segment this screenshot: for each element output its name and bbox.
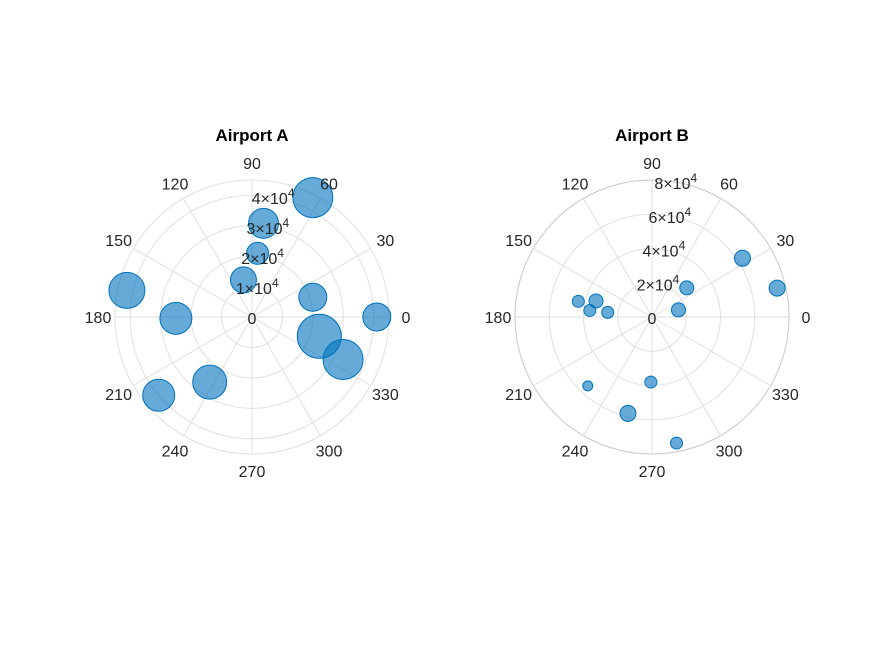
data-bubble — [583, 303, 597, 317]
theta-grid-spoke — [583, 316, 653, 436]
theta-tick-label: 60 — [720, 177, 738, 194]
bubbles-airport-b — [571, 249, 786, 450]
data-bubble — [644, 375, 658, 389]
theta-grid-spoke — [133, 248, 253, 318]
theta-tick-label: 210 — [105, 387, 132, 404]
data-bubble — [588, 293, 604, 309]
theta-grid-spoke — [651, 198, 721, 318]
theta-tick-label: 90 — [243, 156, 261, 173]
theta-tick-label: 240 — [562, 443, 589, 460]
data-bubble — [142, 378, 176, 412]
data-bubble — [571, 294, 585, 308]
theta-grid-spoke — [651, 316, 771, 386]
theta-tick-label: 180 — [485, 310, 512, 327]
data-bubble — [159, 301, 193, 335]
data-bubble — [670, 302, 686, 318]
theta-grid-spoke — [533, 248, 653, 318]
r-tick-label: 1×104 — [236, 276, 279, 298]
theta-grid-spoke — [251, 248, 371, 318]
r-tick-label: 6×104 — [648, 205, 691, 227]
theta-tick-label: 150 — [105, 233, 132, 250]
theta-tick-label: 30 — [776, 233, 794, 250]
theta-tick-label: 180 — [85, 310, 112, 327]
data-bubble — [292, 177, 334, 219]
theta-grid-spoke — [183, 198, 253, 318]
data-bubble — [229, 266, 257, 294]
theta-tick-label: 270 — [639, 464, 666, 481]
polar-axes-airport-a: Airport A 0 30 60 90 120 150 180 210 240 270 300 33… — [85, 126, 411, 481]
theta-tick-label: 0 — [402, 310, 411, 327]
r-tick-label: 2×104 — [241, 246, 284, 268]
theta-grid-spoke — [651, 248, 771, 318]
axis-labels-airport-a: 0 30 60 90 120 150 180 210 240 270 300 330 0 1×104 2×1… — [85, 156, 411, 481]
data-bubble — [582, 380, 594, 392]
data-bubble — [670, 436, 684, 450]
theta-grid-spoke — [533, 316, 653, 386]
r-tick-label: 3×104 — [246, 216, 289, 238]
data-bubble — [322, 338, 364, 380]
data-bubble — [246, 241, 270, 265]
data-bubble — [108, 271, 146, 309]
polar-axes-airport-b: Airport B 0 30 60 90 120 150 180 210 240 270 300 33… — [485, 126, 811, 481]
theta-tick-label: 210 — [505, 387, 532, 404]
data-bubble — [298, 282, 328, 312]
theta-grid-spoke — [133, 316, 253, 386]
theta-tick-label: 120 — [562, 177, 589, 194]
theta-tick-label: 330 — [772, 387, 799, 404]
theta-tick-label: 120 — [162, 177, 189, 194]
data-bubble — [248, 207, 280, 239]
theta-grid-spoke — [583, 198, 653, 318]
data-bubble — [733, 249, 751, 267]
theta-tick-label: 30 — [376, 233, 394, 250]
bubbles-airport-a — [108, 177, 392, 412]
theta-tick-label: 330 — [372, 387, 399, 404]
chart-title-airport-a: Airport A — [215, 126, 288, 145]
theta-tick-label: 150 — [505, 233, 532, 250]
r-tick-label: 0 — [648, 311, 657, 328]
theta-tick-label: 270 — [239, 464, 266, 481]
r-tick-label: 4×104 — [643, 239, 686, 261]
axis-labels-airport-b: 0 30 60 90 120 150 180 210 240 270 300 330 0 2×104 4×1… — [485, 156, 811, 481]
r-tick-label: 8×104 — [654, 171, 697, 193]
r-tick-label: 0 — [248, 311, 257, 328]
theta-grid-spoke — [251, 198, 321, 318]
data-bubble — [679, 280, 695, 296]
theta-tick-label: 60 — [320, 177, 338, 194]
theta-grid-spoke — [251, 316, 321, 436]
data-bubble — [362, 302, 392, 332]
chart-title-airport-b: Airport B — [615, 126, 689, 145]
theta-tick-label: 0 — [802, 310, 811, 327]
data-bubble — [192, 364, 228, 400]
r-tick-label: 4×104 — [252, 186, 295, 208]
theta-tick-label: 90 — [643, 156, 661, 173]
data-bubble — [601, 305, 615, 319]
theta-tick-label: 300 — [716, 443, 743, 460]
r-tick-label: 2×104 — [637, 272, 680, 294]
theta-tick-label: 300 — [316, 443, 343, 460]
data-bubble — [768, 279, 786, 297]
theta-grid-spoke — [651, 316, 721, 436]
data-bubble — [619, 404, 637, 422]
theta-tick-label: 240 — [162, 443, 189, 460]
